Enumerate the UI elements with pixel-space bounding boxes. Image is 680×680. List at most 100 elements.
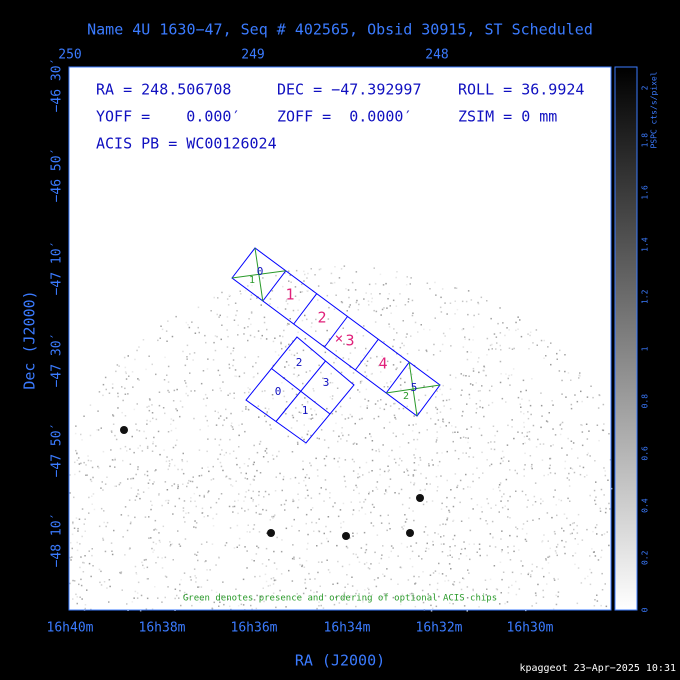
speckle <box>129 448 131 450</box>
speckle <box>102 383 105 386</box>
speckle <box>363 298 365 300</box>
chip-edge <box>354 339 379 371</box>
speckle <box>167 468 169 471</box>
speckle <box>495 336 498 338</box>
speckle <box>508 460 510 462</box>
speckle <box>258 490 260 493</box>
speckle <box>368 592 370 594</box>
speckle <box>342 521 345 523</box>
speckle <box>236 463 238 466</box>
speckle <box>280 550 283 553</box>
speckle <box>169 463 171 465</box>
speckle <box>151 547 153 550</box>
speckle <box>201 507 204 510</box>
speckle <box>401 526 403 528</box>
speckle <box>190 500 192 503</box>
speckle <box>554 472 556 475</box>
bottom-tick-label: 16h30m <box>507 621 554 636</box>
speckle <box>478 427 481 430</box>
speckle <box>81 598 83 600</box>
speckle <box>387 514 389 516</box>
speckle <box>222 381 224 383</box>
speckle <box>302 349 305 352</box>
chip-label: 3 <box>323 376 330 389</box>
speckle <box>330 272 333 275</box>
speckle <box>441 452 443 454</box>
speckle <box>386 568 388 570</box>
speckle <box>354 347 356 349</box>
speckle <box>69 582 71 585</box>
speckle <box>304 314 306 317</box>
speckle <box>206 397 208 399</box>
speckle <box>115 438 118 441</box>
speckle <box>288 364 290 366</box>
speckle <box>502 460 504 462</box>
speckle <box>184 380 186 382</box>
speckle <box>74 473 76 476</box>
speckle <box>514 469 516 472</box>
speckle <box>493 448 496 451</box>
speckle <box>589 583 592 586</box>
speckle <box>453 534 456 537</box>
speckle <box>111 550 113 552</box>
speckle <box>363 325 365 327</box>
speckle <box>178 597 180 599</box>
speckle <box>246 531 248 533</box>
speckle <box>189 480 192 483</box>
speckle <box>128 499 131 501</box>
speckle <box>454 313 456 315</box>
speckle <box>341 414 343 416</box>
speckle <box>254 575 256 578</box>
speckle <box>343 591 346 594</box>
speckle <box>143 559 146 561</box>
speckle <box>205 341 207 344</box>
speckle <box>438 572 440 575</box>
speckle <box>460 373 462 375</box>
speckle <box>455 287 458 289</box>
speckle <box>317 561 320 563</box>
speckle <box>151 404 153 406</box>
speckle <box>425 547 428 550</box>
speckle <box>479 399 481 402</box>
speckle <box>363 531 366 534</box>
speckle <box>194 553 196 556</box>
speckle <box>212 517 214 520</box>
speckle <box>567 437 569 440</box>
speckle <box>96 429 98 431</box>
speckle <box>193 352 196 354</box>
speckle <box>111 431 113 433</box>
speckle <box>463 605 466 607</box>
speckle <box>388 326 391 328</box>
speckle <box>138 379 140 381</box>
speckle <box>496 588 499 591</box>
speckle <box>399 603 402 606</box>
speckle <box>383 593 386 595</box>
speckle <box>576 532 579 534</box>
speckle <box>206 368 209 370</box>
speckle <box>419 489 422 491</box>
speckle <box>386 382 388 384</box>
speckle <box>316 591 318 593</box>
speckle <box>207 490 210 492</box>
speckle <box>545 355 547 357</box>
speckle <box>110 542 113 544</box>
speckle <box>395 276 397 279</box>
speckle <box>419 459 422 461</box>
speckle <box>287 322 289 325</box>
speckle <box>186 356 188 358</box>
speckle <box>274 579 277 581</box>
speckle <box>91 503 93 505</box>
speckle <box>257 330 260 332</box>
speckle <box>288 569 290 572</box>
speckle <box>155 445 157 447</box>
speckle <box>568 485 571 487</box>
speckle <box>380 557 383 560</box>
speckle <box>386 348 388 350</box>
speckle <box>289 318 291 320</box>
speckle <box>529 575 532 578</box>
speckle <box>501 397 504 400</box>
speckle <box>297 309 299 311</box>
speckle <box>370 301 373 303</box>
speckle <box>183 572 186 574</box>
speckle <box>172 559 174 561</box>
